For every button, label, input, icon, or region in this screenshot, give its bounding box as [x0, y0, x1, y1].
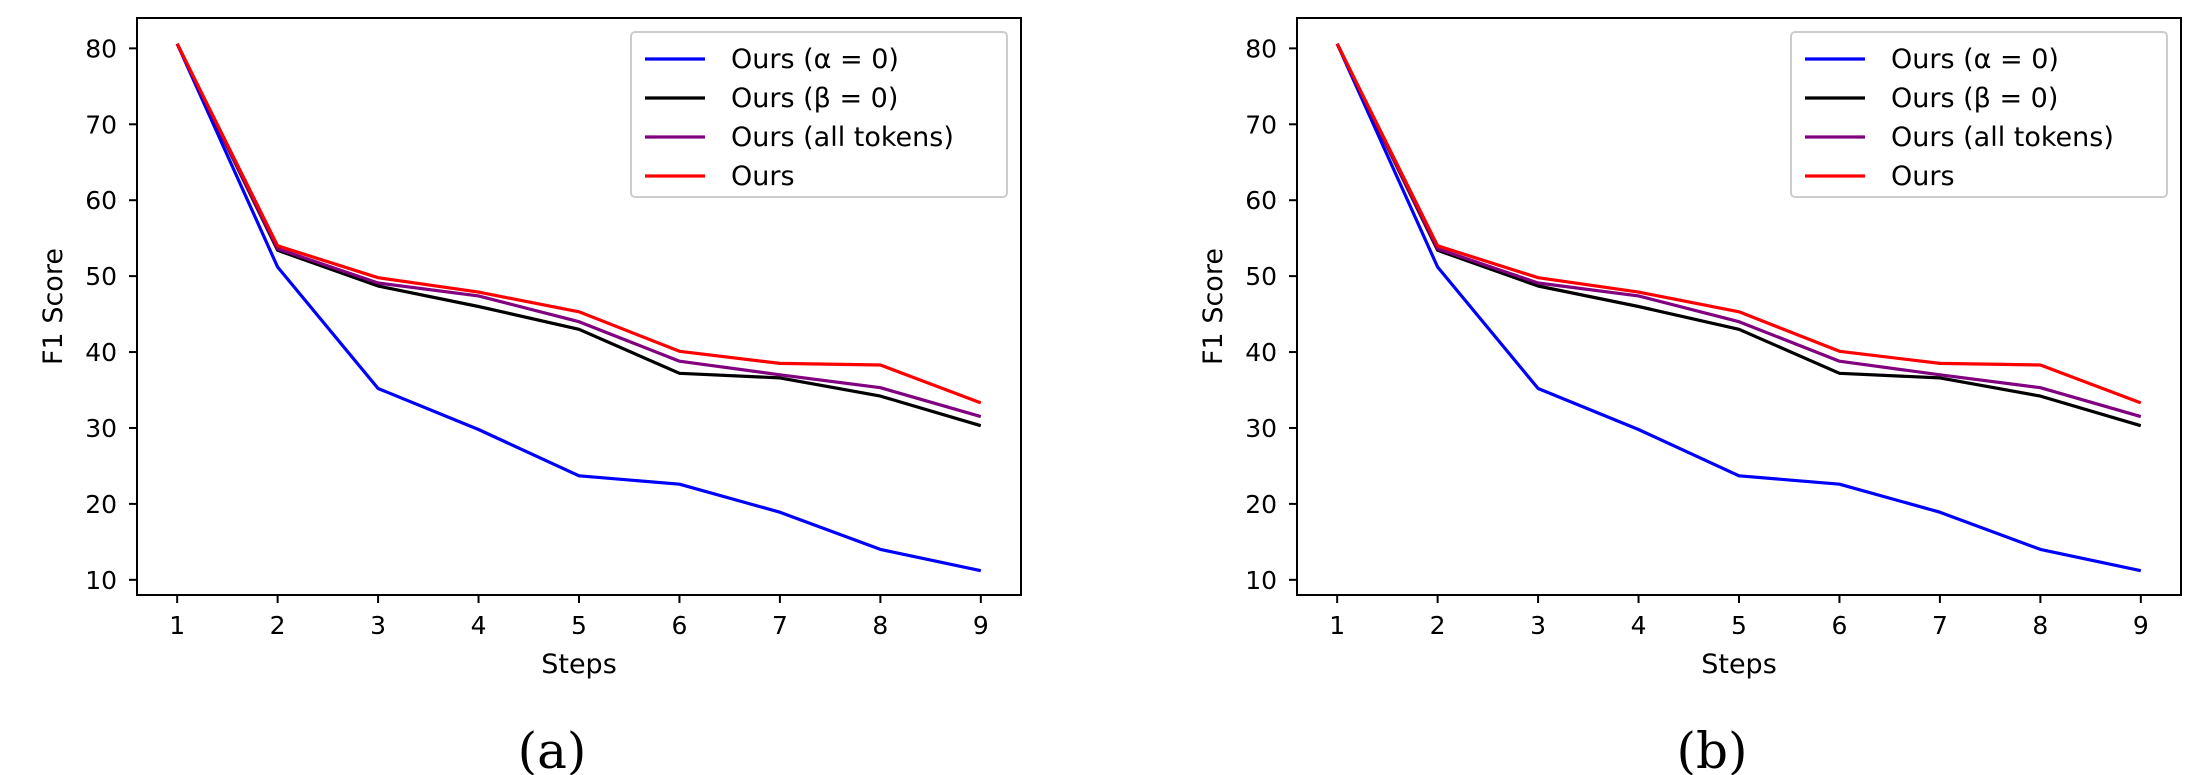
- y-axis-label: F1 Score: [1198, 248, 1229, 365]
- x-tick-label: 5: [571, 611, 587, 640]
- legend-label-1: Ours (β = 0): [1891, 83, 2058, 114]
- series-line-0: [1335, 43, 2142, 573]
- y-tick-label: 40: [1245, 338, 1277, 367]
- legend: Ours (α = 0) Ours (β = 0) Ours (all tokens…: [1790, 31, 2168, 198]
- chart-panel-b: 1 2 3 4 5 6 7 8 9 10 20 30 40 50 60 70 80 Steps F1 Score Ou…: [1198, 17, 2182, 775]
- x-tick-label: 1: [169, 611, 185, 640]
- x-tick-label: 5: [1731, 611, 1747, 640]
- series-line-0: [175, 43, 982, 573]
- legend-label-2: Ours (all tokens): [731, 122, 954, 153]
- y-tick-label: 60: [1245, 186, 1277, 215]
- panel-caption: (b): [1676, 722, 1747, 775]
- legend-label-3: Ours: [731, 161, 795, 192]
- x-tick-label: 6: [1832, 611, 1848, 640]
- plot-frame: [136, 17, 1022, 596]
- x-tick-label: 7: [1932, 611, 1948, 640]
- legend-box: [1790, 31, 2168, 198]
- y-tick-label: 80: [1245, 34, 1277, 63]
- legend: Ours (α = 0) Ours (β = 0) Ours (all tokens…: [630, 31, 1008, 198]
- series-line-1: [1335, 43, 2142, 428]
- series-line-2: [1335, 43, 2142, 419]
- legend-label-3: Ours: [1891, 161, 1955, 192]
- legend-label-0: Ours (α = 0): [1891, 44, 2059, 75]
- y-tick-label: 60: [85, 186, 117, 215]
- y-tick-label: 50: [1245, 262, 1277, 291]
- x-tick-label: 2: [270, 611, 286, 640]
- x-axis-label: Steps: [1701, 649, 1777, 680]
- legend-box: [630, 31, 1008, 198]
- x-tick-label: 4: [1631, 611, 1647, 640]
- y-tick-label: 30: [1245, 414, 1277, 443]
- y-tick-label: 80: [85, 34, 117, 63]
- series-line-3: [1335, 43, 2142, 405]
- y-axis-label: F1 Score: [38, 248, 69, 365]
- x-tick-label: 3: [1530, 611, 1546, 640]
- plot-frame: [1296, 17, 2182, 596]
- panel-caption: (a): [518, 722, 587, 775]
- x-tick-label: 9: [973, 611, 989, 640]
- y-tick-label: 50: [85, 262, 117, 291]
- y-tick-label: 10: [1245, 566, 1277, 595]
- x-tick-label: 6: [672, 611, 688, 640]
- x-tick-label: 7: [772, 611, 788, 640]
- legend-label-2: Ours (all tokens): [1891, 122, 2114, 153]
- y-tick-label: 40: [85, 338, 117, 367]
- y-tick-label: 70: [1245, 110, 1277, 139]
- series-line-2: [175, 43, 982, 419]
- x-tick-label: 9: [2133, 611, 2149, 640]
- x-tick-label: 3: [370, 611, 386, 640]
- x-tick-label: 2: [1430, 611, 1446, 640]
- x-tick-label: 1: [1329, 611, 1345, 640]
- y-tick-label: 30: [85, 414, 117, 443]
- legend-label-1: Ours (β = 0): [731, 83, 898, 114]
- x-tick-label: 8: [872, 611, 888, 640]
- x-axis-label: Steps: [541, 649, 617, 680]
- y-tick-label: 20: [85, 490, 117, 519]
- y-tick-label: 10: [85, 566, 117, 595]
- chart-panel-a: 1 2 3 4 5 6 7 8 9 10 20 30 40 50 60 70 80 Steps F1 Score Ou…: [38, 17, 1022, 775]
- x-tick-label: 4: [471, 611, 487, 640]
- legend-label-0: Ours (α = 0): [731, 44, 899, 75]
- series-line-1: [175, 43, 982, 428]
- x-tick-label: 8: [2032, 611, 2048, 640]
- series-line-3: [175, 43, 982, 405]
- y-tick-label: 20: [1245, 490, 1277, 519]
- y-tick-label: 70: [85, 110, 117, 139]
